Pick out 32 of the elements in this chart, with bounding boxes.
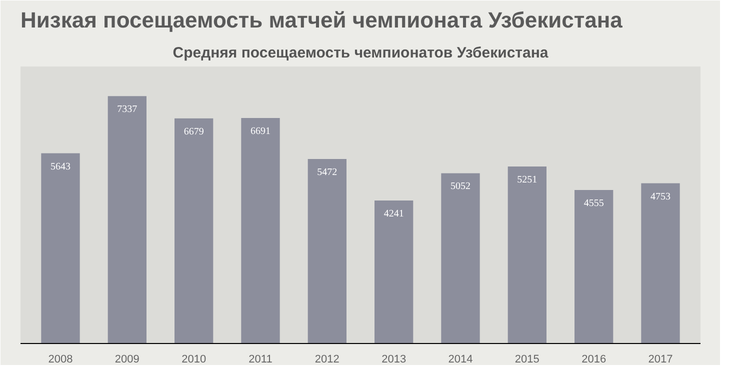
data-label: 4753 bbox=[650, 191, 670, 202]
data-label: 4241 bbox=[384, 208, 404, 220]
bar bbox=[108, 96, 146, 344]
x-tick-label: 2013 bbox=[382, 354, 406, 366]
data-label: 5251 bbox=[517, 174, 538, 186]
data-label: 5052 bbox=[450, 181, 470, 192]
bar bbox=[41, 153, 80, 344]
x-tick-label: 2008 bbox=[48, 354, 73, 366]
bar bbox=[574, 190, 614, 344]
x-tick-label: 2011 bbox=[248, 354, 272, 366]
data-label: 4555 bbox=[584, 198, 604, 209]
bar bbox=[241, 118, 280, 344]
data-label: 7337 bbox=[117, 104, 138, 116]
data-label: 5472 bbox=[317, 167, 338, 178]
x-tick-label: 2016 bbox=[582, 354, 606, 366]
data-label: 6679 bbox=[184, 126, 204, 138]
data-label: 5643 bbox=[50, 161, 70, 172]
bar bbox=[374, 200, 414, 344]
bar bbox=[641, 183, 680, 344]
bar bbox=[508, 166, 546, 344]
chart-title: Низкая посещаемость матчей чемпионата Узбекистана bbox=[20, 8, 624, 32]
x-tick-label: 2009 bbox=[114, 354, 140, 366]
bar bbox=[441, 173, 480, 344]
data-label: 6691 bbox=[250, 126, 270, 137]
x-tick-label: 2015 bbox=[514, 354, 540, 366]
x-tick-label: 2014 bbox=[448, 354, 473, 366]
chart-subtitle: Средняя посещаемость чемпионатов Узбекистана bbox=[172, 44, 549, 62]
x-tick-label: 2010 bbox=[182, 354, 206, 366]
bar bbox=[308, 159, 346, 344]
bar bbox=[174, 118, 214, 344]
x-tick-label: 2017 bbox=[648, 354, 673, 366]
x-tick-label: 2012 bbox=[314, 354, 340, 366]
